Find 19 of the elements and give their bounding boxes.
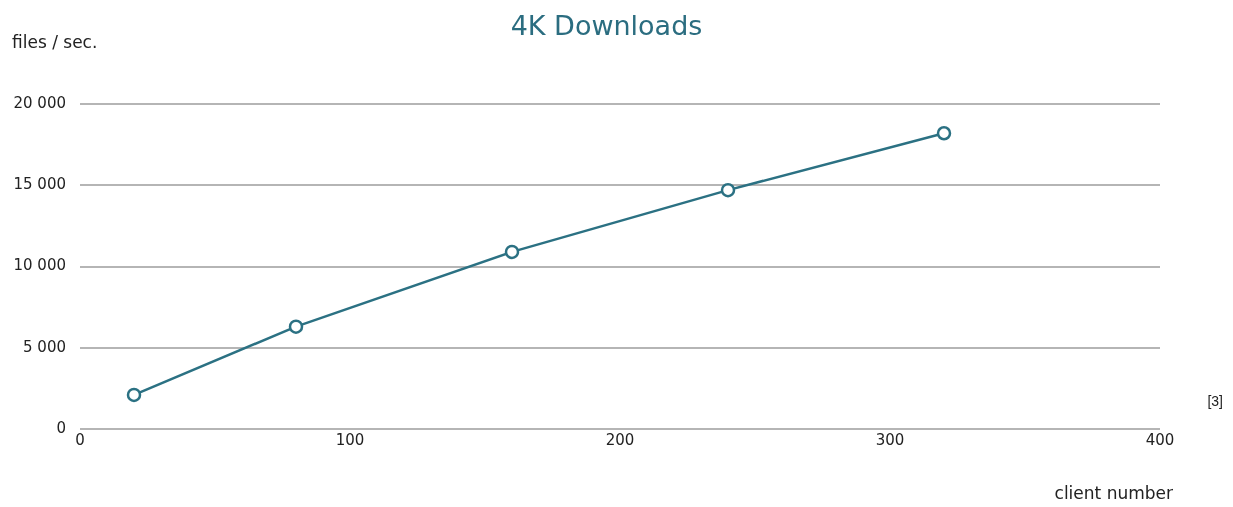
x-tick-label: 400 [1145, 430, 1175, 449]
point [288, 319, 304, 334]
y-axis-title: files / sec. [12, 32, 98, 52]
x-tick-label: 100 [335, 430, 365, 449]
point [126, 387, 142, 403]
chart-title: 4K Downloads [510, 10, 703, 41]
point [720, 182, 736, 198]
y-tick-label: 5 000 [23, 337, 66, 356]
x-tick-label: 300 [875, 430, 905, 449]
y-tick-label: 10 000 [13, 256, 66, 275]
point [936, 126, 952, 141]
x-tick-label: 200 [605, 430, 635, 449]
x-tick-label: 0 [75, 430, 85, 449]
y-tick-label: 0 [56, 418, 66, 437]
y-tick-label: 20 000 [13, 93, 66, 112]
point [504, 244, 520, 260]
y-tick-label: 15 000 [13, 175, 66, 194]
x-axis-title: client number [1054, 483, 1173, 503]
text: [3] [1207, 393, 1223, 409]
